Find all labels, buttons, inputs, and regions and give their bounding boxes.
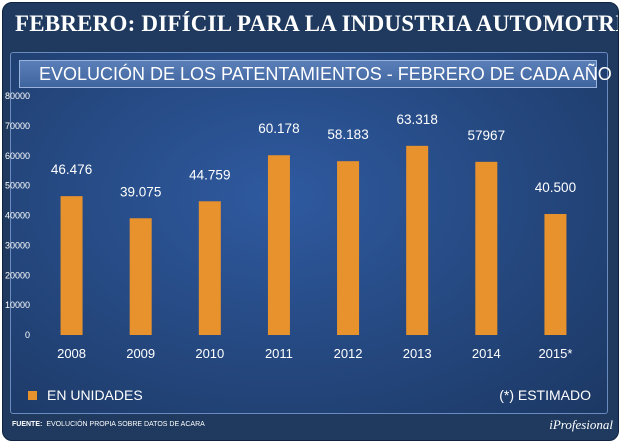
x-tick-label: 2015* [538,346,572,361]
y-tick-label: 40000 [5,211,30,221]
bar-2014 [475,161,498,335]
y-tick-label: 80000 [5,91,30,101]
y-tick-label: 20000 [5,270,30,280]
y-tick-label: 60000 [5,151,30,161]
source-footnote: FUENTE: EVOLUCIÓN PROPIA SOBRE DATOS DE A… [12,421,205,428]
chart-title: EVOLUCIÓN DE LOS PATENTAMIENTOS - FEBRER… [39,64,612,84]
bar-2009 [129,218,152,335]
data-label: 63.318 [397,112,438,127]
x-tick-label: 2009 [126,346,155,361]
x-tick-label: 2014 [472,346,501,361]
bar-2008 [60,196,83,335]
bar-2015 [544,214,567,335]
data-label: 58.183 [327,127,368,142]
estimate-note: (*) ESTIMADO [499,387,591,403]
data-label: 57967 [468,128,506,143]
x-tick-label: 2011 [265,346,293,361]
y-tick-label: 10000 [5,300,30,310]
data-label: 60.178 [258,121,299,136]
legend-label: EN UNIDADES [47,387,143,403]
x-tick-label: 2013 [403,346,432,361]
y-tick-label: 30000 [5,240,30,250]
chart-panel [10,52,608,414]
data-label: 39.075 [120,184,161,199]
bar-2011 [267,155,290,335]
bar-2012 [337,161,360,335]
legend: EN UNIDADES [28,387,143,403]
source-text: EVOLUCIÓN PROPIA SOBRE DATOS DE ACARA [46,421,205,428]
bar-2010 [198,201,221,335]
data-label: 44.759 [189,167,230,182]
x-tick-label: 2010 [195,346,224,361]
x-tick-label: 2012 [334,346,363,361]
data-label: 40.500 [535,180,576,195]
y-tick-label: 0 [25,330,30,340]
data-label: 46.476 [51,162,92,177]
x-tick-label: 2008 [57,346,86,361]
page-title: FEBRERO: DIFÍCIL PARA LA INDUSTRIA AUTOM… [15,11,619,36]
legend-swatch [28,390,37,400]
bar-2013 [406,145,429,335]
chart-title-bar: EVOLUCIÓN DE LOS PATENTAMIENTOS - FEBRER… [19,60,612,88]
y-tick-label: 70000 [5,121,30,131]
source-label: FUENTE: [12,421,43,428]
brand-logo: iProfesional [549,417,613,432]
y-tick-label: 50000 [5,181,30,191]
